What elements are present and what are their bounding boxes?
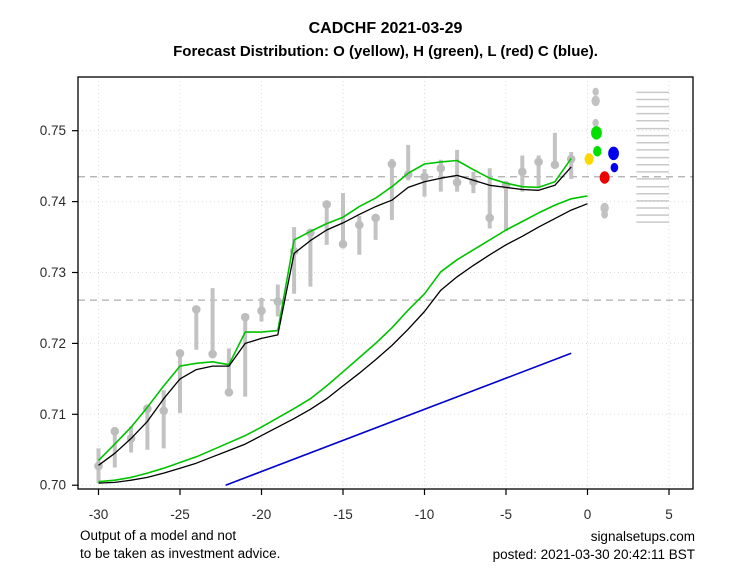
forecast-dot-high-forecast bbox=[593, 146, 602, 157]
forecast-dot-close-forecast bbox=[608, 146, 619, 161]
x-axis-tick-label: -30 bbox=[89, 507, 109, 522]
series-lower-black-fit bbox=[98, 203, 588, 484]
x-axis-tick-label: 5 bbox=[665, 507, 673, 522]
price-bar-dot bbox=[338, 239, 348, 249]
disclaimer-line-1: Output of a model and not bbox=[80, 528, 237, 543]
y-axis-tick-label: 0.71 bbox=[40, 407, 66, 422]
forecast-dot-open-forecast bbox=[584, 153, 594, 165]
price-bar-dot bbox=[485, 213, 495, 223]
forecast-dot-high-forecast bbox=[591, 126, 602, 140]
price-bar-dot bbox=[224, 388, 234, 397]
price-bar-dot bbox=[436, 163, 446, 173]
price-bar-dot bbox=[192, 305, 201, 314]
price-bar-dot bbox=[371, 213, 380, 223]
y-axis-tick-label: 0.72 bbox=[40, 336, 66, 351]
price-bar-dot bbox=[550, 160, 560, 170]
chart-subtitle: Forecast Distribution: O (yellow), H (gr… bbox=[173, 43, 598, 60]
price-bar-dot bbox=[452, 178, 462, 187]
price-bar-dot bbox=[257, 306, 266, 316]
forecast-dot-quantile bbox=[591, 95, 600, 107]
y-axis-tick-label: 0.70 bbox=[40, 478, 66, 493]
price-bar-dot bbox=[208, 349, 217, 359]
forecast-dot-quantile bbox=[592, 87, 599, 96]
price-bar-dot bbox=[534, 157, 543, 167]
disclaimer-line-2: to be taken as investment advice. bbox=[80, 546, 281, 561]
forecast-dot-quantile bbox=[592, 118, 599, 127]
price-bar-dot bbox=[387, 159, 397, 169]
y-axis-tick-label: 0.75 bbox=[40, 123, 66, 138]
price-bar-dot bbox=[159, 406, 168, 416]
price-bar-dot bbox=[110, 427, 120, 436]
series-lower-green-fit bbox=[98, 195, 588, 483]
forecast-dot-quantile bbox=[601, 210, 609, 219]
chart-title: CADCHF 2021-03-29 bbox=[308, 20, 463, 37]
series-upper-black-fit bbox=[98, 166, 572, 466]
x-axis-tick-label: -10 bbox=[415, 507, 435, 522]
series-blue-trend-line bbox=[225, 352, 572, 486]
price-bar-dot bbox=[355, 220, 364, 230]
price-bar-dot bbox=[518, 167, 527, 177]
price-bar-dot bbox=[322, 200, 332, 209]
x-axis-tick-label: -25 bbox=[170, 507, 190, 522]
y-axis-tick-label: 0.73 bbox=[40, 265, 66, 280]
price-bar-dot bbox=[420, 172, 429, 182]
site-label: signalsetups.com bbox=[590, 529, 695, 544]
forecast-dot-close-forecast bbox=[610, 162, 619, 173]
price-bar-dot bbox=[240, 312, 250, 322]
forecast-dot-quantile bbox=[600, 202, 609, 214]
plot-border bbox=[77, 76, 694, 490]
x-axis-tick-label: -5 bbox=[500, 507, 512, 522]
series-upper-green-fit bbox=[97, 157, 572, 461]
x-axis-tick-label: -15 bbox=[333, 507, 353, 522]
posted-timestamp: posted: 2021-03-30 20:42:11 BST bbox=[492, 547, 695, 562]
x-axis-tick-label: -20 bbox=[252, 507, 272, 522]
price-bar-dot bbox=[273, 297, 283, 306]
y-axis-tick-label: 0.74 bbox=[40, 194, 67, 209]
price-bar-dot bbox=[175, 349, 185, 358]
x-axis-tick-label: 0 bbox=[584, 507, 592, 522]
forecast-dot-low-forecast bbox=[599, 171, 610, 184]
